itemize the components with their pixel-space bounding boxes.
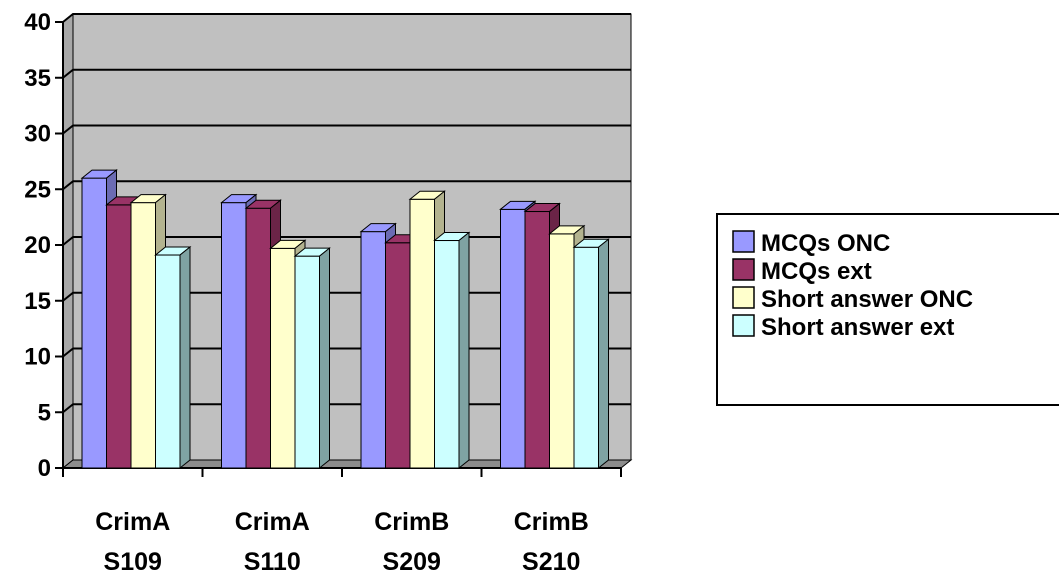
- gridline: [62, 124, 631, 135]
- gridline: [62, 68, 631, 79]
- x-category-label: CrimA S109: [95, 508, 170, 576]
- y-tick-label: 30: [24, 121, 51, 148]
- y-tick-label: 25: [24, 176, 51, 203]
- y-tick-label: 5: [38, 399, 51, 426]
- y-axis-ticks: 0 5 10 15 20 25 30 35 40: [24, 9, 63, 482]
- x-category-label: CrimB S210: [514, 508, 589, 576]
- legend-label: Short answer ext: [761, 314, 954, 341]
- legend-item-mcqs-ext: MCQs ext: [732, 258, 872, 285]
- x-axis-categories: CrimA S109 CrimA S110 CrimB S209 CrimB S210: [62, 468, 622, 576]
- gridline: [62, 180, 631, 191]
- legend-box: [716, 213, 1059, 406]
- bar-short-answer-ext-1: [293, 247, 331, 470]
- legend-item-short-answer-onc: Short answer ONC: [732, 286, 973, 313]
- legend-swatch: [732, 314, 755, 337]
- x-category-label: CrimB S209: [374, 508, 449, 576]
- y-tick-label: 15: [24, 288, 51, 315]
- legend-item-mcqs-onc: MCQs ONC: [732, 230, 890, 257]
- gridline: [62, 13, 631, 23]
- y-tick-label: 10: [24, 344, 51, 371]
- legend-label: MCQs ext: [761, 258, 872, 285]
- y-tick-label: 20: [24, 232, 51, 259]
- legend-label: MCQs ONC: [761, 230, 890, 257]
- bar-short-answer-ext-2: [433, 231, 471, 470]
- bar-short-answer-ext-3: [572, 238, 610, 470]
- x-category-label: CrimA S110: [235, 508, 310, 576]
- y-tick-label: 35: [24, 65, 51, 92]
- y-tick-label: 40: [24, 9, 51, 36]
- legend-swatch: [732, 286, 755, 309]
- bar-short-answer-ext-0: [154, 245, 192, 470]
- legend-swatch: [732, 258, 755, 281]
- y-tick-label: 0: [38, 455, 51, 482]
- legend-swatch: [732, 230, 755, 253]
- legend-item-short-answer-ext: Short answer ext: [732, 314, 954, 341]
- legend-label: Short answer ONC: [761, 286, 973, 313]
- bars: [80, 169, 610, 470]
